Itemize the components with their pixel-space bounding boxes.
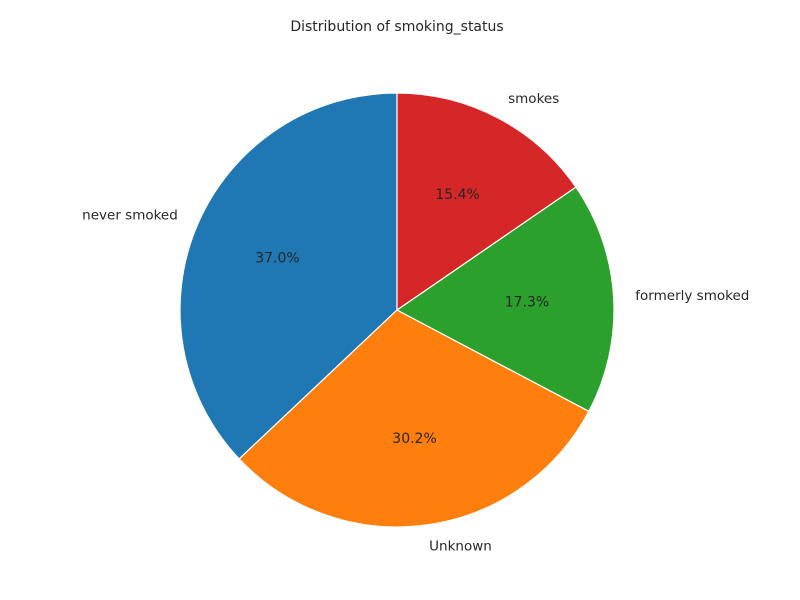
percentage-labels: 37.0% 30.2% 17.3% 15.4% [255, 187, 549, 447]
pie-slice-smokes [396, 92, 577, 311]
slice-label-smokes: smokes [508, 91, 559, 107]
pct-label-smokes: 15.4% [435, 187, 479, 203]
slice-label-never-smoked: never smoked [82, 207, 178, 223]
slice-label-unknown: Unknown [429, 539, 492, 555]
slice-label-formerly-smoked: formerly smoked [635, 288, 749, 304]
slice-labels: never smoked Unknown formerly smoked smokes [82, 91, 749, 555]
pie-slice-unknown [238, 309, 590, 528]
pie-slice-formerly-smoked [396, 186, 615, 412]
pct-label-unknown: 30.2% [392, 431, 436, 447]
pct-label-never-smoked: 37.0% [255, 250, 299, 266]
chart-title: Distribution of smoking_status [290, 19, 503, 35]
pie-slices [179, 92, 615, 528]
pct-label-formerly-smoked: 17.3% [505, 294, 549, 310]
pie-slice-never-smoked [179, 92, 398, 460]
